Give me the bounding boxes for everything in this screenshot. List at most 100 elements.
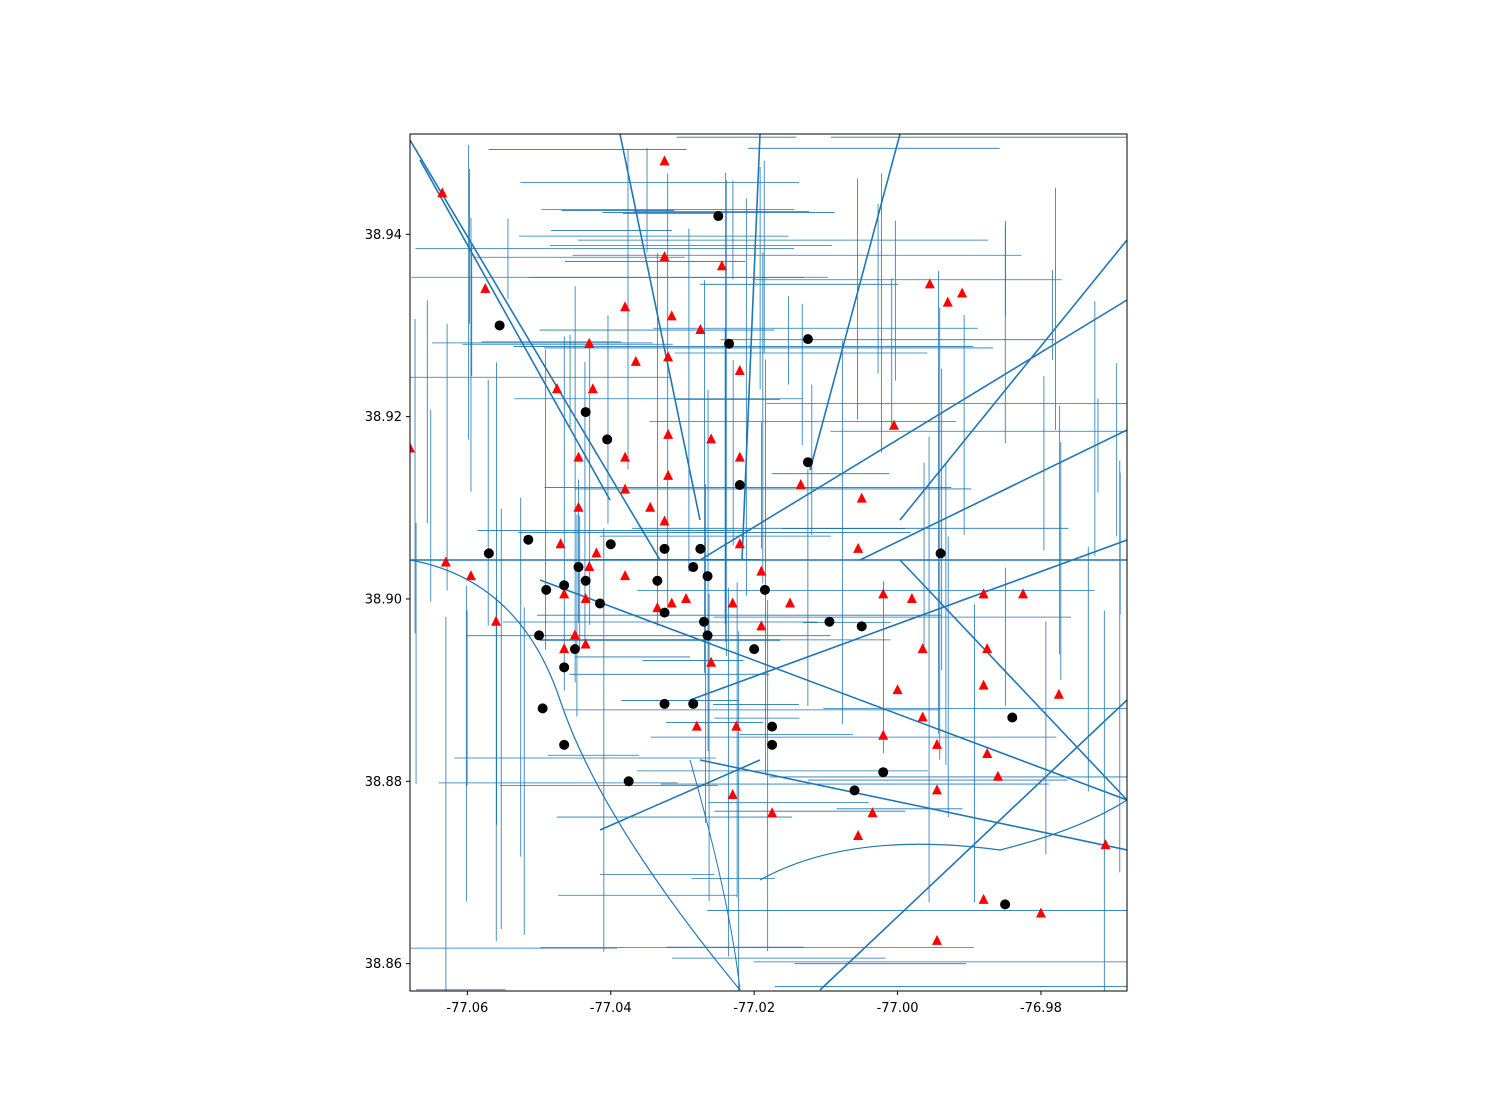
triangle-marker [620,451,631,462]
triangle-marker [666,597,677,608]
triangle-marker [942,296,953,307]
triangle-marker [555,538,566,549]
circle-marker [734,480,745,491]
triangle-marker [978,893,989,904]
triangle-marker [795,479,806,490]
circle-marker [749,644,760,655]
triangle-marker [1018,588,1029,599]
triangle-marker [992,770,1003,781]
circle-marker [767,739,778,750]
triangle-marker [878,729,889,740]
triangle-marker [573,451,584,462]
shoreline [689,759,741,991]
triangle-marker [878,588,889,599]
triangle-marker [584,561,595,572]
circle-marker [483,548,494,559]
shoreline [410,559,741,991]
circle-marker [559,580,570,591]
avenue-line [619,134,701,521]
triangle-marker [659,251,670,262]
triangle-marker [663,351,674,362]
triangle-marker [691,720,702,731]
triangle-marker [580,592,591,603]
circle-marker [935,548,946,559]
triangle-marker [591,547,602,558]
triangle-marker [659,515,670,526]
triangle-marker [666,310,677,321]
triangle-marker [659,155,670,166]
triangle-marker [569,629,580,640]
road-network [410,134,1127,991]
triangle-marker [437,187,448,198]
circle-marker [605,539,616,550]
triangle-marker [580,638,591,649]
circle-marker [724,338,735,349]
circle-marker [652,575,663,586]
x-tick-label: -77.02 [733,1001,775,1016]
circle-marker [802,457,813,468]
avenue-line [699,759,1127,851]
avenue-line [741,134,761,561]
triangle-marker [663,428,674,439]
y-tick-label: 38.86 [365,957,402,972]
triangle-marker [867,807,878,818]
y-tick-label: 38.94 [365,228,402,243]
triangle-marker [620,301,631,312]
triangle-marker [465,570,476,581]
triangle-marker [924,278,935,289]
triangle-marker [716,260,727,271]
avenue-line [859,429,1127,561]
y-tick-label: 38.90 [365,592,402,607]
triangle-marker [931,784,942,795]
circle-marker [698,616,709,627]
circle-marker [623,776,634,787]
avenue-line [809,134,901,471]
triangle-marker [480,282,491,293]
triangle-marker [587,383,598,394]
circle-marker [824,616,835,627]
circle-marker [580,407,591,418]
circle-marker [856,621,867,632]
triangle-marker [652,602,663,613]
circle-marker [569,644,580,655]
plot-frame [409,133,1128,992]
circle-marker [580,575,591,586]
triangle-marker [931,738,942,749]
triangle-marker [1035,907,1046,918]
circle-marker [559,739,570,750]
triangle-marker [620,570,631,581]
avenue-line [899,239,1127,521]
circle-marker [713,211,724,222]
circle-marker [602,434,613,445]
triangle-marker [573,501,584,512]
circle-marker [849,785,860,796]
triangle-marker [785,597,796,608]
triangle-marker [756,620,767,631]
circle-marker [537,703,548,714]
triangle-marker [727,597,738,608]
circle-marker [659,607,670,618]
circle-marker [595,598,606,609]
x-tick-label: -76.98 [1020,1001,1062,1016]
triangle-marker [734,451,745,462]
x-tick-label: -77.06 [446,1001,488,1016]
y-axis: 38.86 38.88 38.90 38.92 38.94 [365,228,410,972]
shoreline [759,799,1127,881]
triangle-marker [756,565,767,576]
triangle-marker [917,643,928,654]
circle-marker [1007,712,1018,723]
triangle-marker [892,684,903,695]
circle-marker [659,543,670,554]
circle-marker [702,571,713,582]
triangle-marker [727,788,738,799]
avenue-line [819,699,1127,991]
triangle-marker [888,419,899,430]
triangle-marker [559,643,570,654]
triangle-marker [440,556,451,567]
triangle-marker [1100,839,1111,850]
triangle-marker [681,592,692,603]
circle-marker [688,698,699,709]
triangle-marker [982,747,993,758]
